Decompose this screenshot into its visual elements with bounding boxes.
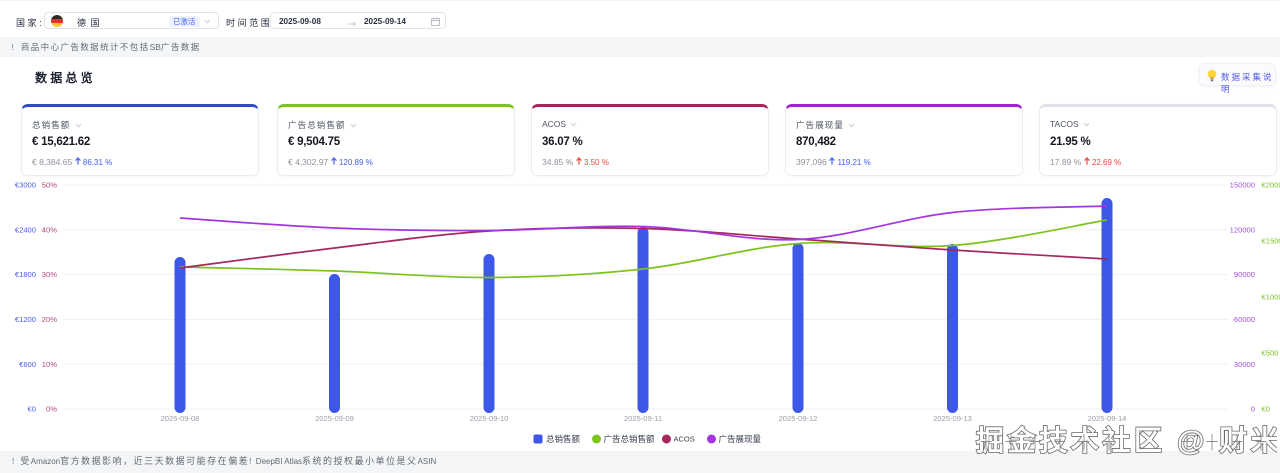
svg-text:€2400: €2400 — [15, 225, 36, 234]
svg-text:10%: 10% — [42, 360, 57, 369]
svg-text:2025-09-12: 2025-09-12 — [779, 414, 818, 423]
svg-text:30000: 30000 — [1234, 360, 1255, 369]
svg-text:€2000: €2000 — [1262, 181, 1280, 190]
svg-text:50%: 50% — [42, 181, 57, 190]
svg-text:广告总销售额: 广告总销售额 — [604, 434, 656, 444]
svg-text:2025-09-11: 2025-09-11 — [624, 414, 662, 423]
svg-text:2025-09-13: 2025-09-13 — [933, 414, 972, 423]
svg-text:€1800: €1800 — [15, 270, 36, 279]
svg-text:60000: 60000 — [1234, 315, 1255, 324]
svg-text:2025-09-09: 2025-09-09 — [315, 414, 354, 423]
svg-text:€500: €500 — [1262, 349, 1279, 358]
svg-text:150000: 150000 — [1230, 181, 1255, 190]
svg-text:€3000: €3000 — [15, 181, 36, 190]
svg-text:90000: 90000 — [1234, 270, 1255, 279]
svg-text:€600: €600 — [19, 360, 36, 369]
svg-text:€0: €0 — [28, 405, 36, 414]
svg-text:30%: 30% — [42, 270, 57, 279]
svg-text:0: 0 — [1251, 405, 1255, 414]
svg-text:掘金技术社区 @ 财米有延: 掘金技术社区 @ 财米有延 — [976, 424, 1277, 456]
svg-text:120000: 120000 — [1230, 225, 1255, 234]
svg-text:2025-09-14: 2025-09-14 — [1088, 414, 1127, 423]
svg-text:€1500: €1500 — [1262, 237, 1280, 246]
svg-text:2025-09-08: 2025-09-08 — [161, 414, 200, 423]
svg-text:€1000: €1000 — [1262, 293, 1280, 302]
svg-text:广告展现量: 广告展现量 — [719, 434, 762, 444]
svg-text:0%: 0% — [46, 405, 57, 414]
svg-text:ACOS: ACOS — [674, 435, 695, 444]
svg-text:2025-09-10: 2025-09-10 — [470, 414, 509, 423]
svg-text:€0: €0 — [1262, 405, 1270, 414]
svg-text:总销售额: 总销售额 — [546, 434, 581, 444]
svg-text:€1200: €1200 — [15, 315, 36, 324]
svg-text:20%: 20% — [42, 315, 57, 324]
svg-text:40%: 40% — [42, 225, 57, 234]
